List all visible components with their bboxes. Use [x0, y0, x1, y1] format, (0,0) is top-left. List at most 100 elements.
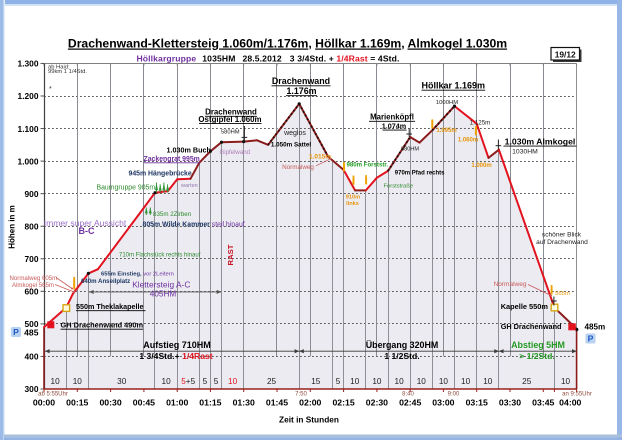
svg-text:02:00: 02:00 — [299, 397, 321, 407]
svg-text:10: 10 — [51, 377, 61, 386]
svg-text:10: 10 — [483, 377, 493, 386]
svg-text:10: 10 — [350, 377, 360, 386]
svg-text:400: 400 — [25, 352, 39, 362]
svg-text:Klettersteig A-C: Klettersteig A-C — [132, 279, 190, 289]
svg-text:10: 10 — [461, 377, 471, 386]
svg-text:10: 10 — [162, 377, 172, 386]
svg-text:1.176m: 1.176m — [286, 86, 316, 96]
svg-text:GH Drachenwand 490m: GH Drachenwand 490m — [61, 320, 144, 329]
svg-text:Drachenwand: Drachenwand — [272, 76, 330, 86]
svg-text:ab 5:55Uhr: ab 5:55Uhr — [38, 392, 68, 398]
svg-text:800: 800 — [25, 221, 39, 231]
svg-text:Drachenwand: Drachenwand — [205, 108, 257, 117]
svg-text:Zeit in Stunden: Zeit in Stunden — [279, 415, 339, 425]
svg-text:1.050m Sattel: 1.050m Sattel — [271, 142, 312, 149]
svg-text:> 1/2Std.: > 1/2Std. — [519, 351, 555, 361]
svg-text:Zackengrat 995m: Zackengrat 995m — [144, 156, 200, 163]
svg-text:GH Drachenwand: GH Drachenwand — [501, 322, 562, 331]
svg-text:Drachenwand-Klettersteig 1.060: Drachenwand-Klettersteig 1.060m/1.176m, … — [68, 37, 507, 51]
svg-text:1.000: 1.000 — [18, 156, 39, 166]
svg-text:19/12: 19/12 — [555, 49, 576, 59]
svg-text:Ostgipfel 1.060m: Ostgipfel 1.060m — [198, 115, 261, 124]
svg-text:5+5: 5+5 — [181, 377, 195, 386]
svg-text:1.015m: 1.015m — [309, 153, 331, 160]
svg-text:500: 500 — [25, 319, 39, 329]
svg-text:1.074m: 1.074m — [382, 121, 406, 130]
svg-text:970m Pfad rechts: 970m Pfad rechts — [395, 171, 445, 177]
svg-text:710m Flachstück rechts hinauf: 710m Flachstück rechts hinauf — [119, 252, 201, 258]
svg-text:Normalweg 605m: Normalweg 605m — [10, 275, 58, 282]
svg-text:485: 485 — [24, 327, 39, 337]
svg-text:B-C: B-C — [79, 226, 95, 236]
svg-text:25: 25 — [522, 377, 532, 386]
svg-text:10: 10 — [73, 377, 83, 386]
svg-text:10: 10 — [395, 377, 405, 386]
svg-text:Übergang 320HM: Übergang 320HM — [366, 340, 439, 350]
svg-text:RAST: RAST — [226, 244, 235, 265]
svg-text:03:00: 03:00 — [432, 397, 454, 407]
svg-text:Immer super Aussicht: Immer super Aussicht — [44, 218, 127, 228]
svg-text:P: P — [13, 327, 19, 337]
svg-text:*: * — [49, 86, 52, 93]
svg-text:5: 5 — [214, 377, 219, 386]
svg-text:10: 10 — [561, 377, 571, 386]
svg-text:03:45: 03:45 — [532, 397, 554, 407]
svg-text:1.300: 1.300 — [18, 59, 39, 69]
svg-text:8:40: 8:40 — [402, 391, 414, 397]
svg-text:Höhen in m: Höhen in m — [8, 205, 17, 249]
svg-text:00:30: 00:30 — [99, 397, 121, 407]
svg-text:1030HM: 1030HM — [512, 149, 538, 156]
svg-text:1 3/4Std.+ 1/4Rast: 1 3/4Std.+ 1/4Rast — [139, 351, 212, 361]
svg-text:640m Anseilplatz: 640m Anseilplatz — [81, 278, 130, 285]
svg-text:Kapelle 550m: Kapelle 550m — [501, 302, 549, 311]
svg-text:02:45: 02:45 — [399, 397, 421, 407]
svg-text:Baumgruppe 905m: Baumgruppe 905m — [97, 185, 156, 192]
svg-text:weglos: weglos — [283, 130, 306, 137]
svg-text:1.095m: 1.095m — [436, 128, 456, 134]
svg-text:5: 5 — [336, 377, 341, 386]
svg-text:00:45: 00:45 — [133, 397, 155, 407]
svg-text:Gipfelwand: Gipfelwand — [220, 149, 251, 156]
svg-text:1.125m: 1.125m — [470, 119, 491, 126]
svg-text:02:15: 02:15 — [332, 397, 354, 407]
svg-text:10: 10 — [372, 377, 382, 386]
svg-text:Höllkar 1.169m: Höllkar 1.169m — [422, 80, 486, 90]
svg-text:580HM: 580HM — [221, 130, 240, 136]
svg-text:1.200: 1.200 — [18, 91, 39, 101]
svg-text:02:30: 02:30 — [366, 397, 388, 407]
svg-text:00:00: 00:00 — [33, 397, 55, 407]
svg-text:Normalweg: Normalweg — [494, 281, 527, 288]
svg-text:00:15: 00:15 — [66, 397, 88, 407]
svg-text:99km 1 1/4Std.: 99km 1 1/4Std. — [48, 69, 87, 75]
svg-text:550m Theklakapelle: 550m Theklakapelle — [76, 302, 144, 311]
svg-text:700: 700 — [25, 254, 39, 264]
svg-text:warten: warten — [180, 183, 198, 189]
svg-text:Almkogel 565m: Almkogel 565m — [12, 282, 54, 289]
svg-text:1 1/2Std.: 1 1/2Std. — [384, 351, 419, 361]
svg-text:ab Haid:: ab Haid: — [48, 65, 70, 71]
svg-text:655m Einstieg, vor 2Leitern: 655m Einstieg, vor 2Leitern — [101, 272, 174, 278]
svg-text:9:00: 9:00 — [448, 391, 460, 397]
svg-text:03:15: 03:15 — [466, 397, 488, 407]
svg-text:485m: 485m — [585, 323, 606, 332]
svg-text:schöner Blick: schöner Blick — [542, 232, 582, 239]
svg-text:300: 300 — [25, 384, 39, 394]
svg-text:600: 600 — [25, 287, 39, 297]
svg-text:01:45: 01:45 — [266, 397, 288, 407]
svg-text:03:30: 03:30 — [499, 397, 521, 407]
svg-text:P: P — [588, 334, 594, 344]
svg-text:835m 2Zirben: 835m 2Zirben — [153, 211, 192, 218]
svg-text:1.030m Almkogel: 1.030m Almkogel — [505, 136, 576, 146]
svg-text:1.100: 1.100 — [18, 124, 39, 134]
svg-text:5: 5 — [203, 377, 208, 386]
svg-text:01:30: 01:30 — [233, 397, 255, 407]
svg-text:an 9:55Uhr: an 9:55Uhr — [562, 392, 592, 398]
svg-text:Aufstieg 710HM: Aufstieg 710HM — [143, 340, 211, 350]
svg-text:10: 10 — [417, 377, 427, 386]
svg-text:Marienköpfl: Marienköpfl — [370, 113, 414, 122]
svg-text:805m Wilde Kammer steil hinauf: 805m Wilde Kammer steil hinauf — [143, 221, 245, 228]
svg-text:30: 30 — [117, 377, 127, 386]
svg-text:10: 10 — [228, 377, 238, 386]
svg-text:Normalweg: Normalweg — [282, 164, 314, 171]
